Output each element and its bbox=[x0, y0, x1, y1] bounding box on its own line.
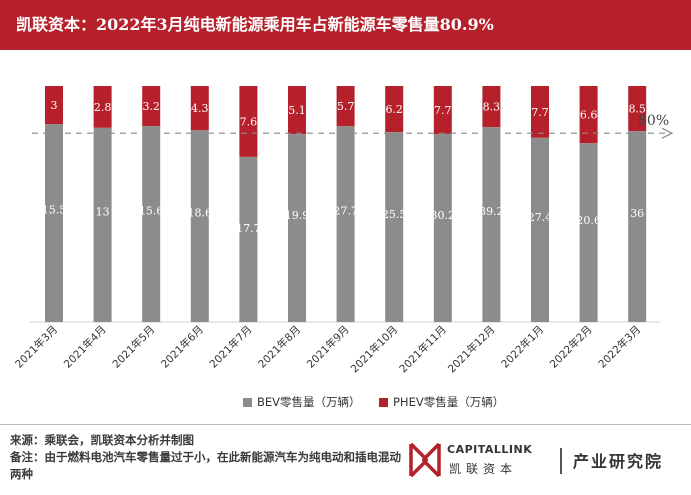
phev-data-label: 6.6 bbox=[580, 109, 598, 122]
bev-data-label: 18.6 bbox=[188, 207, 213, 220]
x-tick-label: 2021年3月 bbox=[12, 323, 60, 371]
x-tick-label: 2021年9月 bbox=[304, 323, 352, 371]
logo-name-en: CAPITALLINK bbox=[447, 443, 533, 456]
phev-data-label: 3 bbox=[51, 99, 58, 112]
legend-label: PHEV零售量（万辆） bbox=[393, 395, 504, 409]
phev-data-label: 3.2 bbox=[142, 100, 160, 113]
legend-swatch bbox=[379, 398, 388, 407]
x-tick-label: 2021年5月 bbox=[110, 323, 158, 371]
logo-separator bbox=[560, 448, 562, 474]
phev-data-label: 8.3 bbox=[483, 101, 501, 114]
x-tick-label: 2021年8月 bbox=[255, 323, 303, 371]
logo-department: 产业研究院 bbox=[573, 452, 664, 471]
x-tick-label: 2021年7月 bbox=[207, 323, 255, 371]
bev-data-label: 20.6 bbox=[576, 214, 601, 227]
phev-bar-segment bbox=[142, 86, 161, 127]
legend: BEV零售量（万辆） PHEV零售量（万辆） bbox=[243, 395, 504, 409]
bev-bar-segment bbox=[579, 143, 598, 322]
phev-bar-segment bbox=[93, 86, 112, 128]
phev-data-label: 7.7 bbox=[434, 104, 452, 117]
bev-data-label: 36 bbox=[630, 207, 644, 220]
source-note: 来源：乘联会，凯联资本分析并制图 bbox=[10, 433, 194, 447]
capitallink-logo: CAPITALLINK 凯联资本 产业研究院 bbox=[407, 440, 687, 484]
phev-bar-segment bbox=[482, 86, 501, 128]
bev-bar-segment bbox=[628, 131, 647, 322]
bev-data-label: 25.5 bbox=[382, 208, 407, 221]
bev-bar-segment bbox=[336, 126, 355, 322]
x-axis-tick-labels: 2021年3月 2021年4月 2021年5月 2021年6月 2021年7月 2021年… bbox=[12, 323, 643, 375]
phev-bar-segment bbox=[336, 86, 355, 127]
reference-line-label: 80% bbox=[638, 113, 669, 129]
phev-data-label: 5.1 bbox=[288, 104, 306, 117]
stacked-bar-chart: 3 15.5 2.8 13 3.2 15.6 4.3 18.6 7.6 17.7 5.1 19.9 5.… bbox=[12, 86, 674, 409]
bev-data-label: 17.7 bbox=[236, 222, 261, 235]
phev-bar-segment bbox=[45, 86, 63, 125]
x-tick-label: 2022年1月 bbox=[498, 323, 546, 371]
footer-notes: 来源：乘联会，凯联资本分析并制图 备注：由于燃料电池汽车零售量过于小，在此新能源… bbox=[10, 432, 405, 483]
x-tick-label: 2021年6月 bbox=[158, 323, 206, 371]
bars-group: 3 15.5 2.8 13 3.2 15.6 4.3 18.6 7.6 17.7 5.1 19.9 5.… bbox=[42, 86, 647, 323]
phev-data-label: 2.8 bbox=[94, 101, 112, 114]
bev-bar-segment bbox=[385, 132, 404, 322]
footer-divider bbox=[0, 424, 691, 425]
phev-data-label: 4.3 bbox=[191, 102, 209, 115]
remark-note: 备注：由于燃料电池汽车零售量过于小，在此新能源汽车为纯电动和插电混动两种 bbox=[10, 450, 401, 481]
phev-data-label: 7.6 bbox=[240, 115, 258, 128]
bev-data-label: 19.9 bbox=[285, 209, 310, 222]
phev-bar-segment bbox=[288, 86, 306, 135]
bev-data-label: 27.7 bbox=[333, 204, 358, 217]
x-tick-label: 2022年2月 bbox=[547, 323, 595, 371]
bev-bar-segment bbox=[433, 133, 452, 322]
phev-bar-segment bbox=[628, 86, 647, 132]
phev-data-label: 6.2 bbox=[385, 103, 403, 116]
phev-bar-segment bbox=[190, 86, 209, 131]
bev-bar-segment bbox=[482, 127, 501, 323]
bev-bar-segment bbox=[142, 126, 161, 322]
x-tick-label: 2022年3月 bbox=[596, 323, 644, 371]
phev-bar-segment bbox=[239, 86, 258, 157]
logo-mark-icon bbox=[409, 442, 441, 478]
bev-bar-segment bbox=[288, 134, 306, 322]
bev-data-label: 30.2 bbox=[431, 209, 456, 222]
phev-bar-segment bbox=[385, 86, 404, 133]
bev-data-label: 15.6 bbox=[139, 204, 164, 217]
bev-bar-segment bbox=[190, 130, 209, 322]
x-tick-label: 2021年4月 bbox=[61, 323, 109, 371]
bev-bar-segment bbox=[239, 156, 258, 322]
bev-bar-segment bbox=[93, 127, 112, 322]
phev-bar-segment bbox=[579, 86, 598, 144]
phev-data-label: 8.5 bbox=[628, 103, 646, 116]
phev-data-label: 5.7 bbox=[337, 100, 355, 113]
bev-data-label: 39.2 bbox=[479, 205, 504, 218]
reference-line-arrowhead bbox=[661, 127, 674, 139]
legend-label: BEV零售量（万辆） bbox=[257, 395, 361, 409]
phev-data-label: 7.7 bbox=[531, 106, 549, 119]
legend-swatch bbox=[243, 398, 252, 407]
bev-data-label: 13 bbox=[96, 205, 110, 218]
x-tick-label: 2021年11月 bbox=[397, 323, 449, 375]
bev-bar-segment bbox=[45, 124, 63, 323]
bev-data-label: 15.5 bbox=[42, 203, 67, 216]
x-tick-label: 2021年10月 bbox=[348, 323, 400, 375]
bev-bar-segment bbox=[531, 137, 549, 322]
bev-data-label: 27.4 bbox=[528, 211, 553, 224]
logo-name-cn: 凯联资本 bbox=[449, 462, 518, 476]
phev-bar-segment bbox=[433, 86, 452, 134]
x-tick-label: 2021年12月 bbox=[445, 323, 497, 375]
reference-line-group: 80% bbox=[32, 113, 674, 139]
phev-bar-segment bbox=[531, 86, 549, 138]
page-title: 凯联资本：2022年3月纯电新能源乘用车占新能源车零售量80.9% bbox=[0, 0, 691, 50]
